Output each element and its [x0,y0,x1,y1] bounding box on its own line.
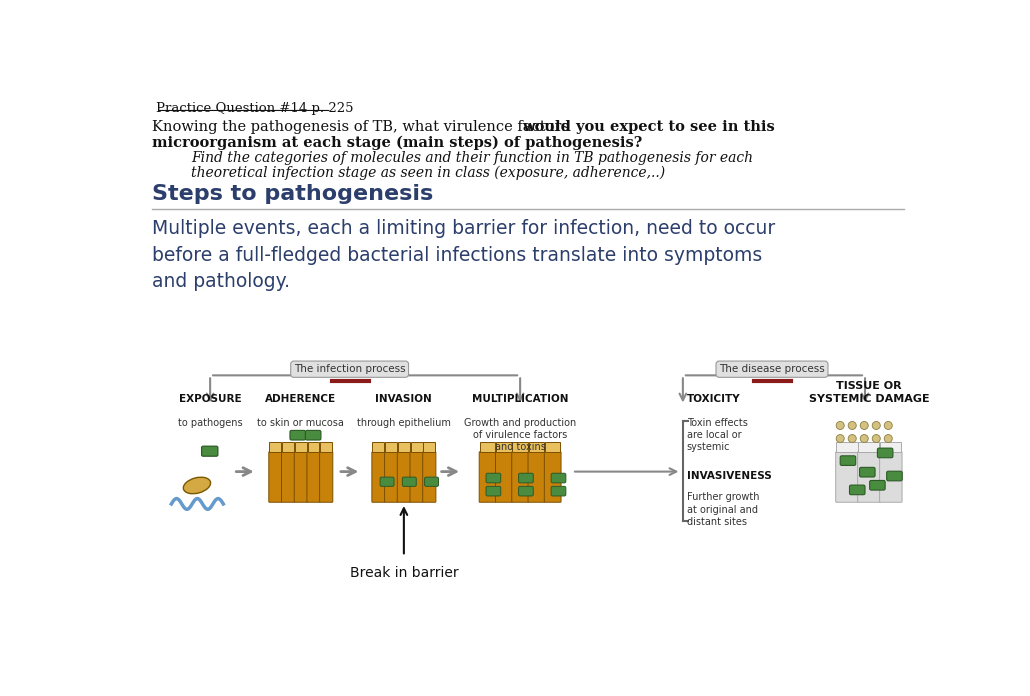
Bar [545,441,560,452]
FancyBboxPatch shape [295,452,307,503]
Text: The infection process: The infection process [294,364,406,374]
Bar [411,441,422,452]
Bar [398,441,410,452]
Circle shape [860,422,868,429]
FancyBboxPatch shape [858,452,880,503]
FancyBboxPatch shape [528,452,545,503]
Text: to skin or mucosa: to skin or mucosa [258,418,344,428]
FancyBboxPatch shape [307,452,320,503]
FancyBboxPatch shape [551,473,565,483]
FancyBboxPatch shape [518,473,534,483]
Text: would you expect to see in this: would you expect to see in this [522,120,776,134]
Text: theoretical infection stage as seen in class (exposure, adherence,..): theoretical infection stage as seen in c… [191,165,665,180]
FancyBboxPatch shape [878,448,893,458]
Bar [858,441,880,452]
FancyBboxPatch shape [880,452,902,503]
Text: INVASIVENESS: INVASIVENESS [687,470,771,481]
Text: EXPOSURE: EXPOSURE [179,394,241,404]
Circle shape [836,422,845,429]
Text: Steps to pathogenesis: Steps to pathogenesis [152,184,434,205]
Text: Toxin effects
are local or
systemic: Toxin effects are local or systemic [687,418,748,452]
Text: MULTIPLICATION: MULTIPLICATION [472,394,569,404]
FancyBboxPatch shape [479,452,495,503]
Circle shape [848,434,856,443]
FancyBboxPatch shape [887,471,902,481]
Bar [836,441,858,452]
FancyBboxPatch shape [486,473,501,483]
FancyBboxPatch shape [860,468,876,477]
Text: Knowing the pathogenesis of TB, what virulence factors: Knowing the pathogenesis of TB, what vir… [152,120,574,134]
Bar [496,441,512,452]
Text: microorganism at each stage (main steps) of pathogenesis?: microorganism at each stage (main steps)… [152,136,643,150]
FancyBboxPatch shape [835,452,858,503]
Bar [480,441,495,452]
FancyBboxPatch shape [319,452,333,503]
Bar [373,441,384,452]
Bar [295,441,307,452]
Bar [282,441,294,452]
Bar [385,441,398,452]
Text: Break in barrier: Break in barrier [349,566,458,580]
Text: ADHERENCE: ADHERENCE [266,394,337,404]
Text: Multiple events, each a limiting barrier for infection, need to occur
before a f: Multiple events, each a limiting barrier… [152,219,776,291]
FancyBboxPatch shape [398,452,411,503]
Text: The disease process: The disease process [719,364,825,374]
Circle shape [872,434,881,443]
Bar [320,441,333,452]
FancyBboxPatch shape [869,480,885,490]
Text: Further growth
at original and
distant sites: Further growth at original and distant s… [687,492,759,527]
Text: Find the categories of molecules and their function in TB pathogenesis for each: Find the categories of molecules and the… [191,151,753,165]
FancyBboxPatch shape [202,446,218,456]
Circle shape [848,422,856,429]
FancyBboxPatch shape [486,487,501,496]
FancyBboxPatch shape [840,456,856,466]
FancyBboxPatch shape [551,487,565,496]
FancyBboxPatch shape [372,452,385,503]
FancyBboxPatch shape [424,477,439,487]
Circle shape [860,434,868,443]
Text: TISSUE OR
SYSTEMIC DAMAGE: TISSUE OR SYSTEMIC DAMAGE [809,381,929,404]
Bar [512,441,527,452]
Text: TOXICITY: TOXICITY [687,394,741,404]
Circle shape [884,434,892,443]
Text: to pathogens: to pathogens [178,418,242,428]
Circle shape [884,422,892,429]
Bar [881,441,901,452]
FancyBboxPatch shape [306,430,321,440]
FancyBboxPatch shape [269,452,282,503]
Circle shape [872,422,881,429]
FancyBboxPatch shape [544,452,561,503]
FancyBboxPatch shape [290,430,306,440]
Text: Growth and production
of virulence factors
and toxins: Growth and production of virulence facto… [464,418,576,452]
Bar [423,441,436,452]
FancyBboxPatch shape [495,452,512,503]
FancyBboxPatch shape [281,452,295,503]
Text: through epithelium: through epithelium [357,418,451,428]
Text: Practice Question #14 p. 225: Practice Question #14 p. 225 [156,102,353,115]
Text: INVASION: INVASION [376,394,433,404]
Bar [308,441,319,452]
FancyBboxPatch shape [384,452,398,503]
Circle shape [836,434,845,443]
Ellipse shape [183,477,210,493]
FancyBboxPatch shape [518,487,534,496]
FancyBboxPatch shape [512,452,528,503]
Bar [270,441,281,452]
FancyBboxPatch shape [410,452,423,503]
FancyBboxPatch shape [380,477,394,487]
FancyBboxPatch shape [850,485,865,495]
FancyBboxPatch shape [422,452,436,503]
Bar [528,441,544,452]
FancyBboxPatch shape [403,477,416,487]
